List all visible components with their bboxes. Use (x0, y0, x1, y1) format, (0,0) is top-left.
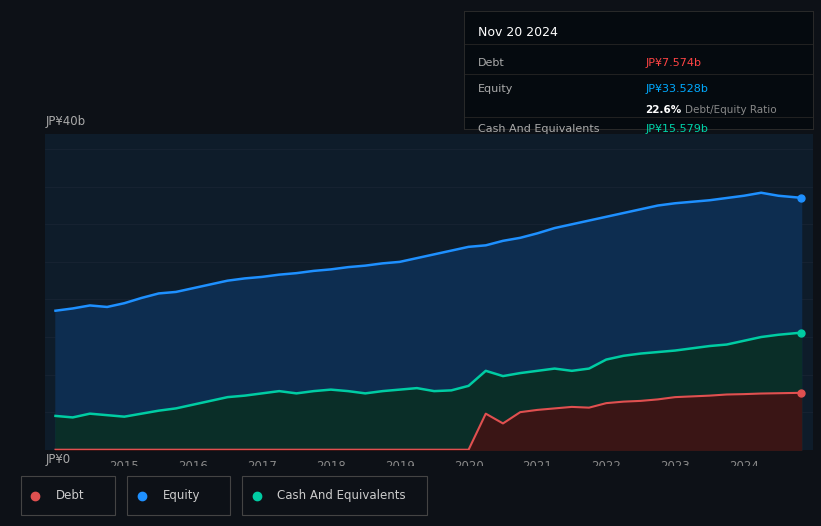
Text: Equity: Equity (478, 84, 513, 94)
Text: JP¥15.579b: JP¥15.579b (645, 124, 709, 134)
Text: Equity: Equity (163, 489, 200, 502)
Text: Debt: Debt (478, 58, 505, 68)
Text: Cash And Equivalents: Cash And Equivalents (478, 124, 599, 134)
Text: Nov 20 2024: Nov 20 2024 (478, 26, 557, 39)
Text: JP¥40b: JP¥40b (45, 115, 85, 128)
Text: Debt: Debt (56, 489, 85, 502)
Text: Debt/Equity Ratio: Debt/Equity Ratio (686, 105, 777, 115)
Text: JP¥7.574b: JP¥7.574b (645, 58, 701, 68)
Text: JP¥33.528b: JP¥33.528b (645, 84, 709, 94)
Text: 22.6%: 22.6% (645, 105, 681, 115)
Text: JP¥0: JP¥0 (45, 453, 71, 466)
Text: Cash And Equivalents: Cash And Equivalents (277, 489, 406, 502)
